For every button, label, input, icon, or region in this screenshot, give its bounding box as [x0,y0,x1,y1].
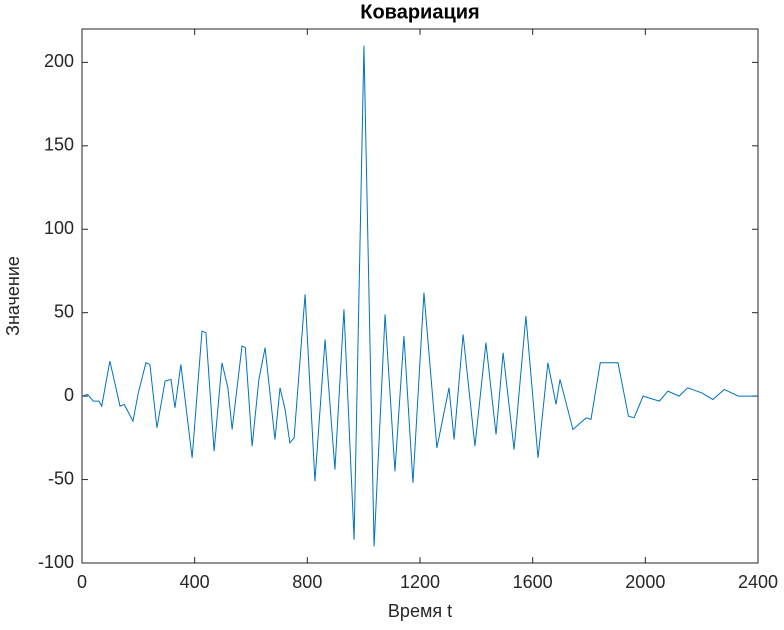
x-tick-label: 1600 [513,572,553,592]
x-tick-label: 800 [292,572,322,592]
y-tick-label: -50 [48,468,74,488]
x-tick-label: 0 [77,572,87,592]
y-tick-label: 0 [64,385,74,405]
plot-frame [81,28,759,564]
y-tick-label: 150 [44,135,74,155]
y-axis-label: Значение [3,256,23,336]
x-axis-label: Время t [388,601,452,621]
y-tick-label: 100 [44,218,74,238]
chart-title: Ковариация [360,1,479,23]
x-tick-label: 2000 [625,572,665,592]
y-tick-label: -100 [38,552,74,572]
y-tick-label: 50 [54,301,74,321]
line-series [81,45,758,547]
x-tick-label: 1200 [400,572,440,592]
y-tick-label: 200 [44,51,74,71]
x-tick-label: 2400 [738,572,778,592]
x-tick-label: 400 [180,572,210,592]
